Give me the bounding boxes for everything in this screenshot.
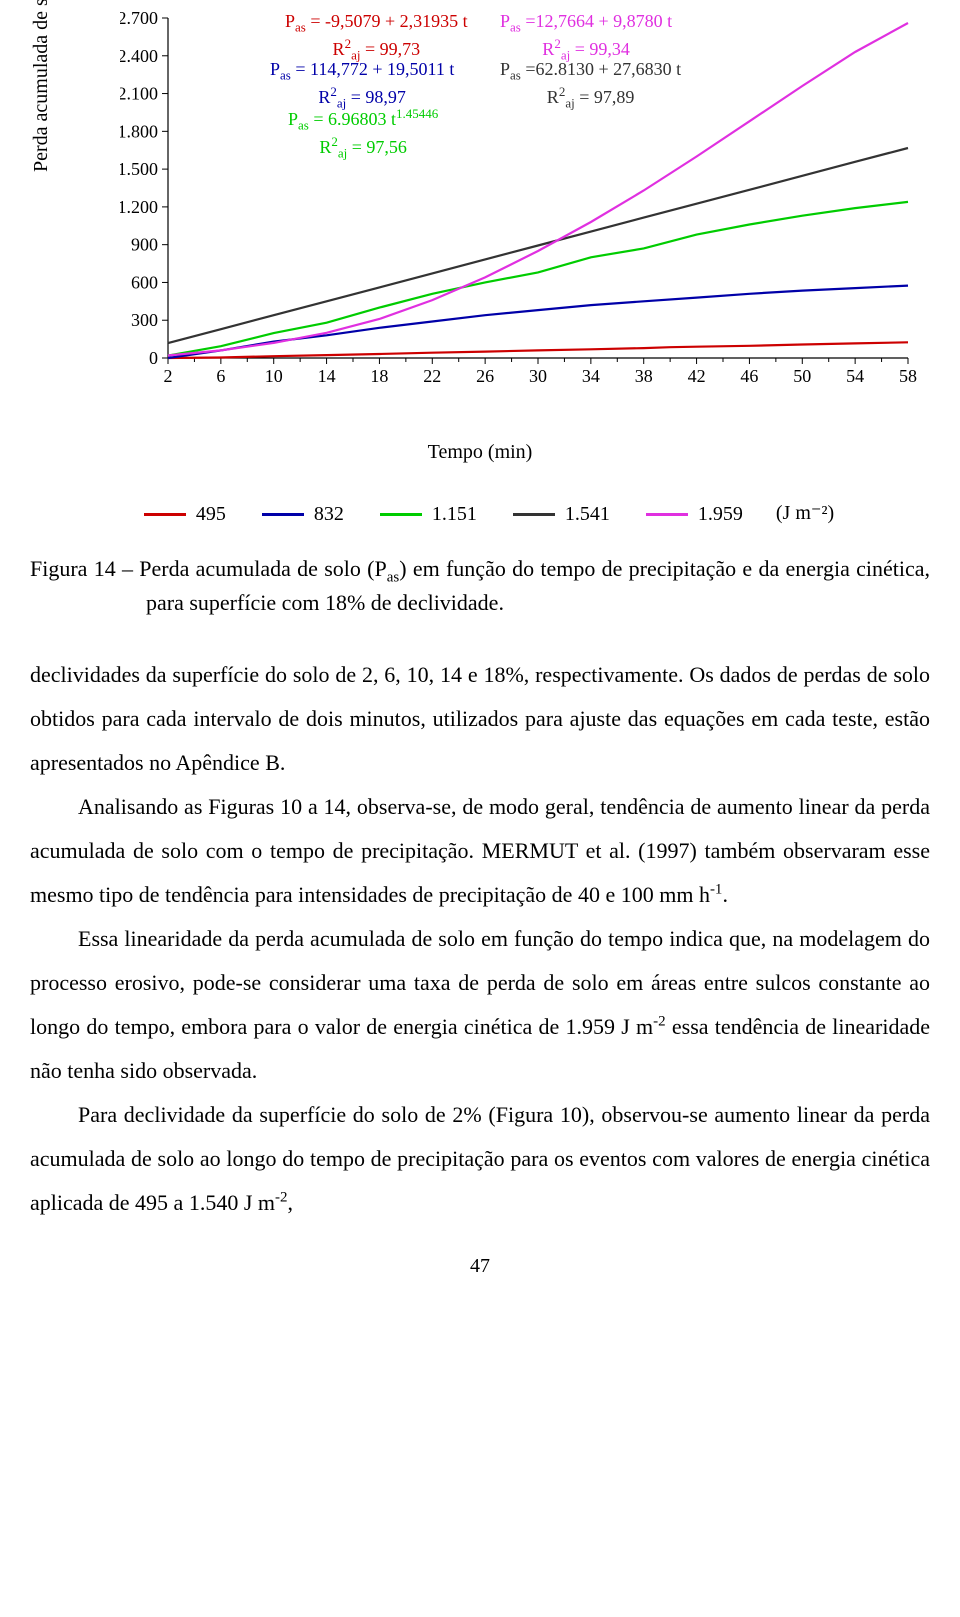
chart-legend: 495 832 1.151 1.541 1.959 (J m⁻²) (30, 500, 930, 526)
page-number: 47 (30, 1255, 930, 1278)
legend-item: 832 (262, 503, 344, 526)
svg-text:1.500: 1.500 (120, 159, 158, 179)
legend-label: 1.959 (698, 503, 743, 526)
legend-label: 1.151 (432, 503, 477, 526)
paragraph-3: Essa linearidade da perda acumulada de s… (30, 917, 930, 1093)
svg-text:18: 18 (370, 366, 388, 386)
svg-text:26: 26 (476, 366, 494, 386)
equation-annotation: Pas = 114,772 + 19,5011 tR2aj = 98,97 (270, 58, 454, 112)
svg-text:46: 46 (740, 366, 758, 386)
legend-item: 1.151 (380, 503, 477, 526)
svg-text:54: 54 (846, 366, 864, 386)
svg-text:600: 600 (131, 272, 158, 292)
equation-annotation: Pas =12,7664 + 9,8780 tR2aj = 99,34 (500, 10, 672, 64)
legend-swatch (262, 513, 304, 516)
legend-swatch (646, 513, 688, 516)
svg-text:2.700: 2.700 (120, 12, 158, 28)
y-axis-label: Perda acumulada de solo (g m (30, 0, 53, 172)
svg-text:1.200: 1.200 (120, 197, 158, 217)
legend-label: 495 (196, 503, 226, 526)
legend-item: 495 (144, 503, 226, 526)
figure-caption: Figura 14 – Perda acumulada de solo (Pas… (30, 554, 930, 619)
paragraph-2: Analisando as Figuras 10 a 14, observa-s… (30, 785, 930, 917)
legend-label: 1.541 (565, 503, 610, 526)
body-text: declividades da superfície do solo de 2,… (30, 653, 930, 1225)
plot-area: 0 300 600 900 1.200 1.500 1.800 2.100 2.400 2.700… (120, 12, 920, 392)
equation-annotation: Pas = 6.96803 t1.45446R2aj = 97,56 (288, 106, 438, 162)
legend-item: 1.959 (646, 503, 743, 526)
svg-text:1.800: 1.800 (120, 121, 158, 141)
svg-text:58: 58 (899, 366, 917, 386)
legend-swatch (144, 513, 186, 516)
svg-text:30: 30 (529, 366, 547, 386)
paragraph-4: Para declividade da superfície do solo d… (30, 1093, 930, 1225)
equation-annotation: Pas =62.8130 + 27,6830 tR2aj = 97,89 (500, 58, 681, 112)
svg-text:300: 300 (131, 310, 158, 330)
svg-text:10: 10 (265, 366, 283, 386)
svg-text:2.100: 2.100 (120, 84, 158, 104)
svg-text:14: 14 (318, 366, 336, 386)
paragraph-1: declividades da superfície do solo de 2,… (30, 653, 930, 785)
equation-annotation: Pas = -9,5079 + 2,31935 tR2aj = 99,73 (285, 10, 468, 64)
caption-label: Figura 14 – (30, 556, 139, 581)
chart-container: Perda acumulada de solo (g m 03006009001… (30, 12, 930, 492)
x-axis-label: Tempo (min) (30, 441, 930, 464)
svg-text:2.400: 2.400 (120, 46, 158, 66)
svg-text:6: 6 (216, 366, 225, 386)
svg-text:42: 42 (688, 366, 706, 386)
svg-text:50: 50 (793, 366, 811, 386)
legend-swatch (380, 513, 422, 516)
svg-text:900: 900 (131, 235, 158, 255)
svg-text:22: 22 (423, 366, 441, 386)
caption-text: Perda acumulada de solo (Pas) em função … (139, 556, 930, 615)
svg-text:0: 0 (149, 348, 158, 368)
legend-unit: (J m⁻²) (776, 502, 834, 524)
legend-swatch (513, 513, 555, 516)
svg-text:2: 2 (164, 366, 173, 386)
svg-text:34: 34 (582, 366, 600, 386)
legend-item: 1.541 (513, 503, 610, 526)
legend-label: 832 (314, 503, 344, 526)
svg-text:38: 38 (635, 366, 653, 386)
